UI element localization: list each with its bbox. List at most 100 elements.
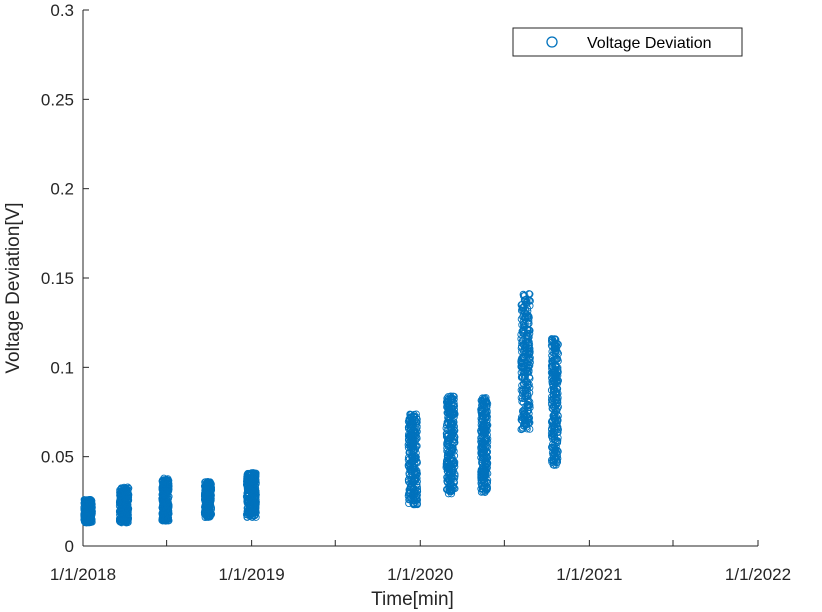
data-point xyxy=(248,474,256,482)
data-point xyxy=(443,399,451,407)
data-point xyxy=(410,456,418,464)
data-point xyxy=(448,453,456,462)
data-point xyxy=(158,485,166,493)
y-tick-label: 0.2 xyxy=(50,180,74,199)
data-point xyxy=(412,441,420,450)
point-cluster xyxy=(517,290,534,434)
data-point xyxy=(482,442,490,450)
data-point xyxy=(83,508,91,516)
data-point xyxy=(525,297,533,305)
y-tick-label: 0.3 xyxy=(50,1,74,20)
x-tick-label: 1/1/2018 xyxy=(50,565,116,584)
y-tick-label: 0.15 xyxy=(41,269,74,288)
data-point xyxy=(553,458,561,466)
data-point xyxy=(524,381,532,390)
x-tick-label: 1/1/2021 xyxy=(556,565,622,584)
data-point xyxy=(163,501,171,510)
data-point xyxy=(251,493,259,502)
data-point xyxy=(552,375,560,383)
data-point xyxy=(450,432,458,441)
data-point xyxy=(525,367,533,375)
data-point xyxy=(117,488,125,496)
data-point xyxy=(443,394,451,403)
data-point xyxy=(479,426,487,435)
data-point xyxy=(553,376,561,384)
data-point xyxy=(525,418,533,427)
data-point xyxy=(519,326,528,334)
data-point xyxy=(482,449,491,457)
data-point xyxy=(159,488,167,496)
data-point xyxy=(243,482,251,490)
data-point xyxy=(548,432,557,440)
data-point xyxy=(525,414,534,422)
data-point xyxy=(478,421,487,430)
data-point xyxy=(412,467,420,475)
data-point xyxy=(412,471,420,479)
data-point xyxy=(525,290,533,298)
data-point xyxy=(519,348,528,356)
data-point xyxy=(479,437,487,445)
x-tick-label: 1/1/2020 xyxy=(387,565,453,584)
data-point xyxy=(552,347,560,356)
x-tick-label: 1/1/2019 xyxy=(219,565,285,584)
data-point xyxy=(477,426,485,435)
data-point xyxy=(550,397,558,406)
data-point xyxy=(447,487,455,495)
data-point xyxy=(448,437,456,445)
data-point xyxy=(408,443,417,451)
data-point xyxy=(120,496,128,504)
data-point xyxy=(409,465,417,473)
data-point xyxy=(525,341,534,349)
data-point xyxy=(450,410,458,418)
data-point xyxy=(243,508,251,516)
data-point xyxy=(526,302,534,310)
data-point xyxy=(206,497,214,505)
data-point xyxy=(448,431,457,439)
data-point xyxy=(80,515,89,524)
data-point xyxy=(85,518,93,526)
data-point xyxy=(444,398,452,406)
x-tick-label: 1/1/2022 xyxy=(725,565,791,584)
data-point xyxy=(450,392,458,401)
data-point xyxy=(478,442,487,450)
data-point xyxy=(202,510,210,518)
data-point xyxy=(553,406,561,415)
data-point xyxy=(548,396,556,404)
y-tick-label: 0.1 xyxy=(50,358,74,377)
data-point xyxy=(517,394,525,402)
data-point xyxy=(481,456,490,465)
data-point xyxy=(447,443,455,452)
point-cluster xyxy=(442,392,459,498)
data-point xyxy=(407,472,415,480)
data-point xyxy=(245,480,253,489)
point-cluster xyxy=(158,474,173,525)
data-point xyxy=(550,413,558,421)
data-point xyxy=(480,394,488,402)
data-point xyxy=(523,380,532,388)
data-point xyxy=(444,426,452,434)
data-point xyxy=(443,467,452,475)
data-point xyxy=(450,478,458,486)
data-point xyxy=(85,500,93,509)
data-point xyxy=(412,410,420,418)
data-point xyxy=(552,336,560,344)
point-cluster xyxy=(242,469,260,521)
data-point xyxy=(477,477,486,485)
data-point xyxy=(448,463,456,471)
data-point xyxy=(160,477,169,486)
data-point xyxy=(550,457,558,465)
data-point xyxy=(548,417,557,425)
data-point xyxy=(525,361,533,369)
data-point xyxy=(116,517,125,526)
data-point xyxy=(407,411,415,419)
point-cluster xyxy=(477,394,492,496)
data-point xyxy=(483,421,491,430)
data-point xyxy=(409,427,417,436)
legend-box xyxy=(512,27,743,57)
data-point xyxy=(519,386,527,394)
point-cluster xyxy=(115,483,133,527)
y-axis-label: Voltage Deviation[V] xyxy=(3,202,24,373)
data-point xyxy=(404,441,412,449)
data-point xyxy=(252,489,260,497)
